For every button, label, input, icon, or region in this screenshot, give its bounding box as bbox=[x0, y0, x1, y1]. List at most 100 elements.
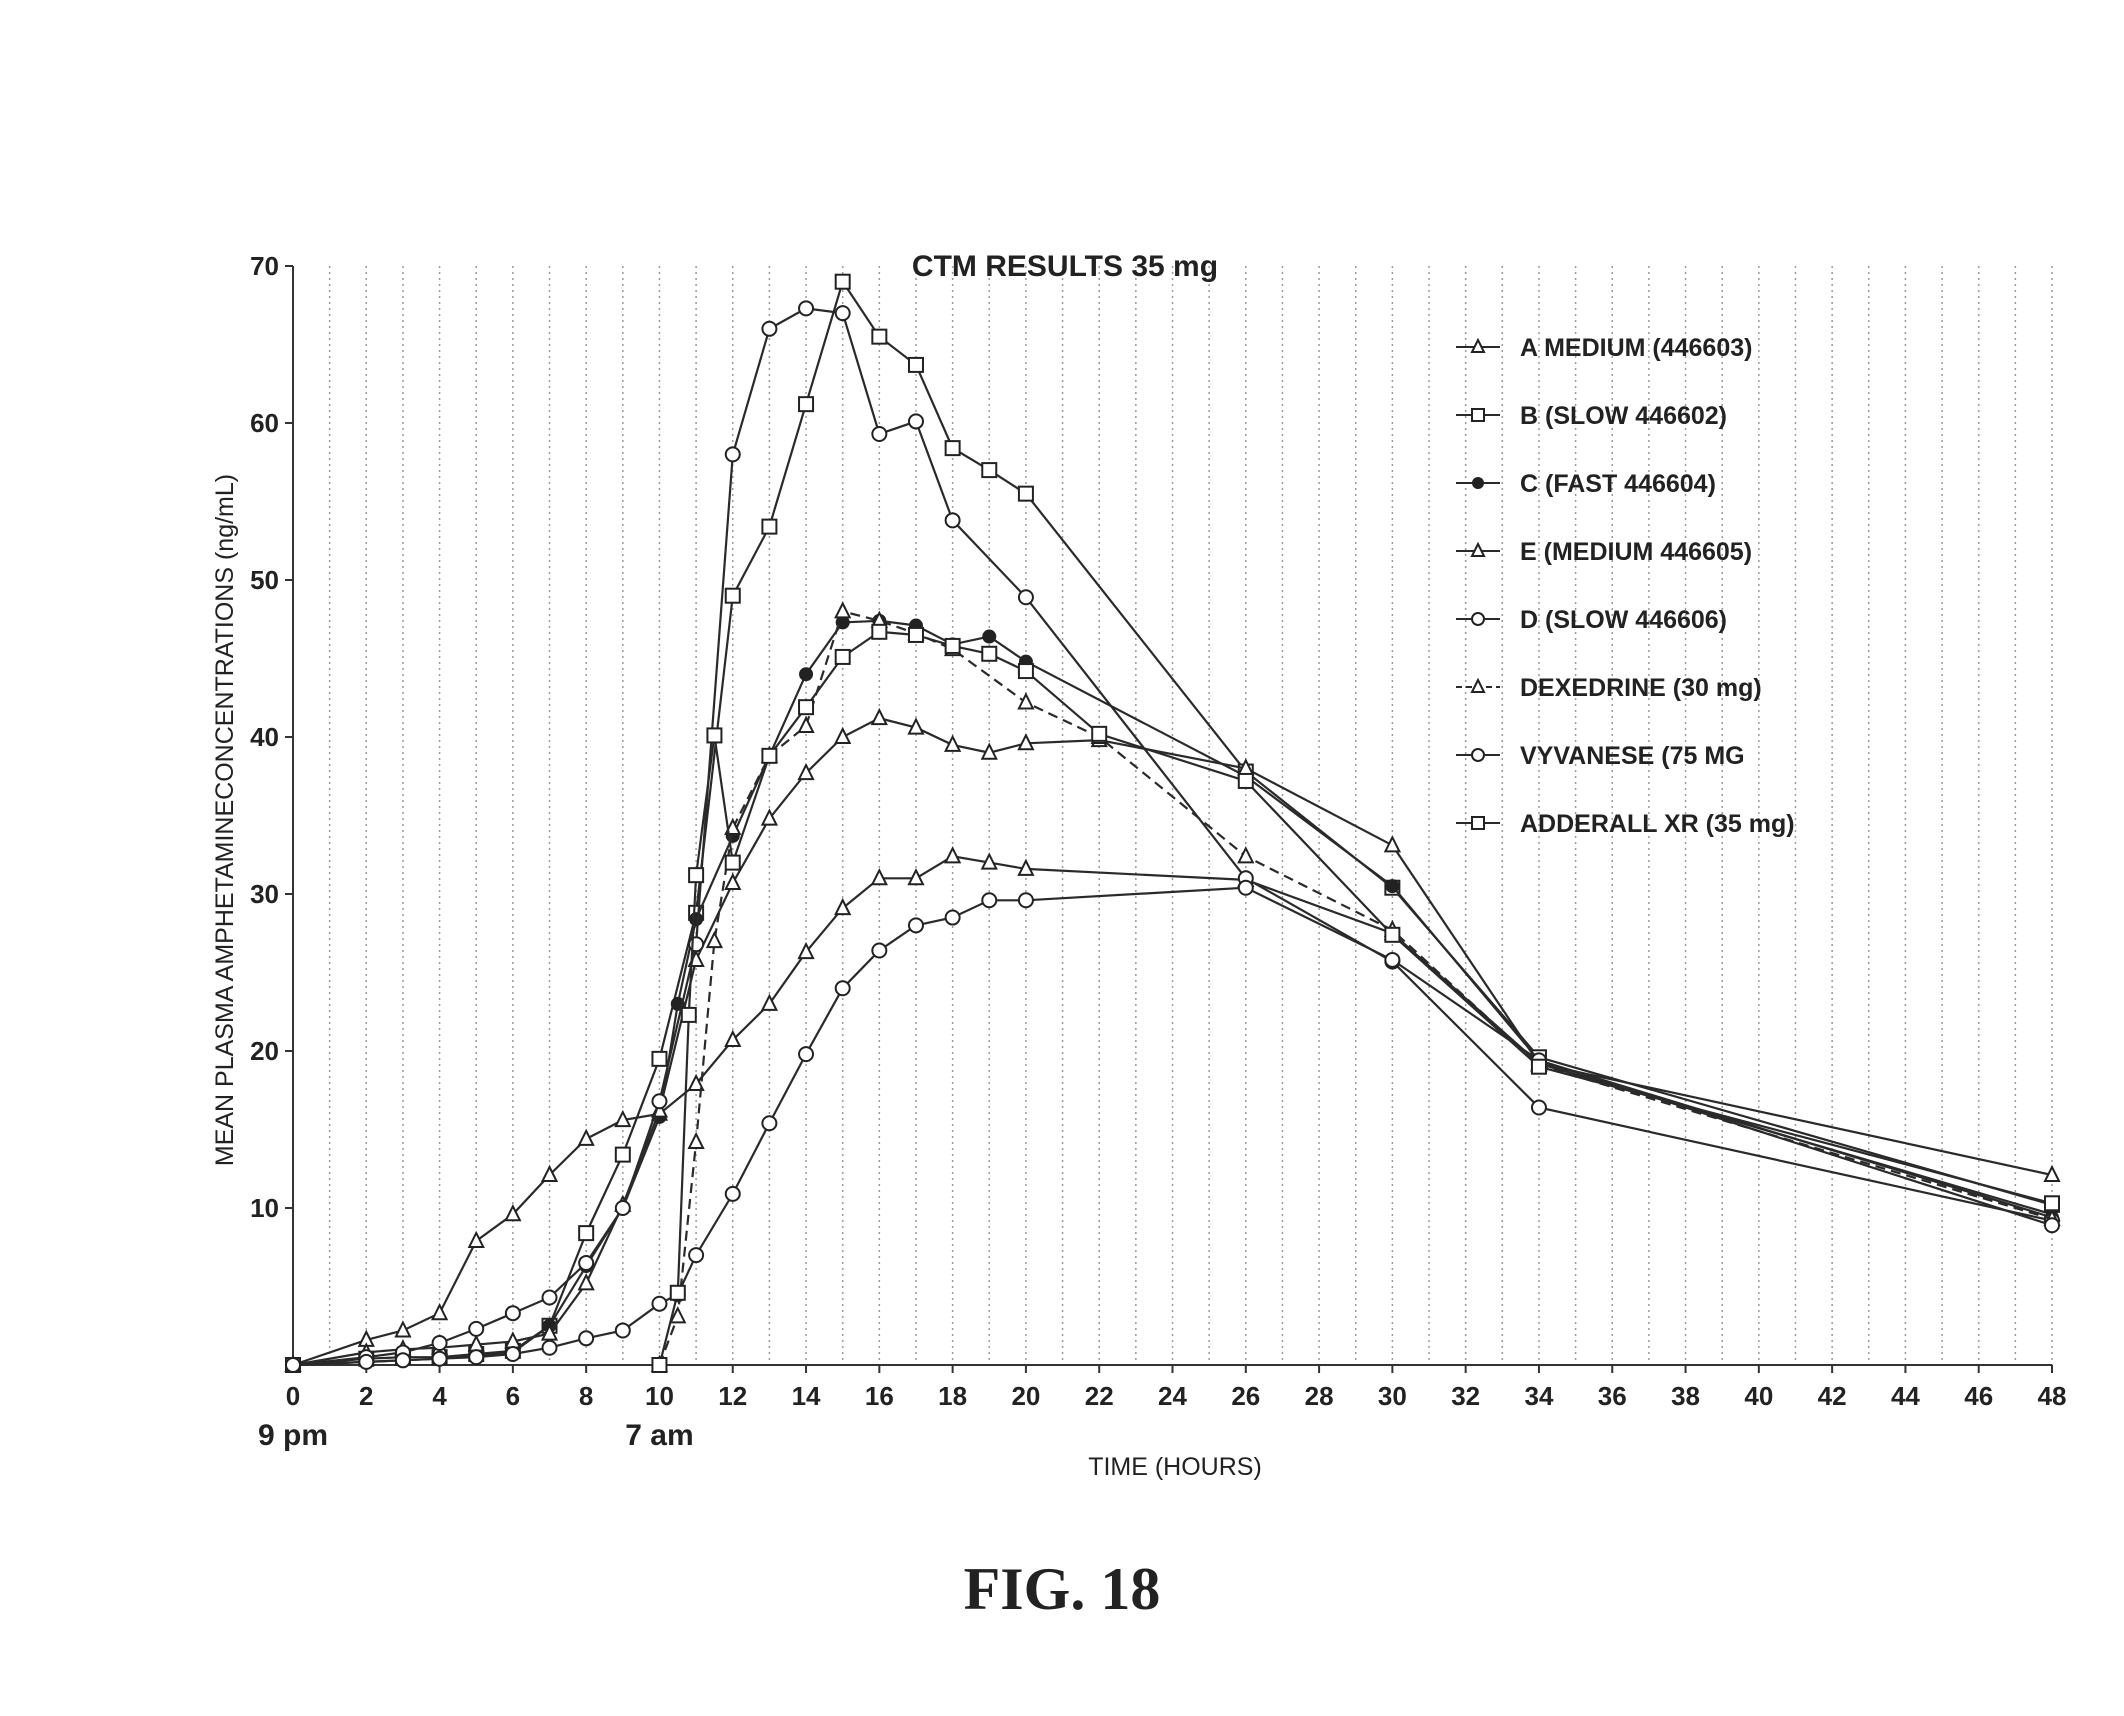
data-point-circle bbox=[1471, 748, 1485, 762]
data-point-triangle bbox=[834, 601, 852, 619]
axes bbox=[285, 265, 2053, 1373]
x-tick-label: 8 bbox=[579, 1381, 593, 1411]
data-point-circle bbox=[907, 917, 924, 934]
data-point-circle bbox=[541, 1339, 558, 1356]
data-point-circle bbox=[468, 1349, 485, 1366]
legend-label: D (SLOW 446606) bbox=[1520, 606, 1727, 634]
data-point-circle bbox=[578, 1330, 595, 1347]
x-tick-label: 38 bbox=[1671, 1381, 1700, 1411]
y-axis-label: MEAN PLASMA AMPHETAMINECONCENTRATIONS (n… bbox=[211, 474, 239, 1166]
data-point-triangle bbox=[834, 726, 852, 744]
data-point-square bbox=[669, 1284, 686, 1301]
y-tick-label: 50 bbox=[250, 565, 279, 595]
data-point-square bbox=[871, 623, 888, 640]
data-point-square bbox=[651, 1050, 668, 1067]
data-point-triangle bbox=[834, 897, 852, 916]
data-point-circle bbox=[871, 425, 888, 442]
data-point-square bbox=[1017, 663, 1034, 680]
x-tick-label: 2 bbox=[359, 1381, 373, 1411]
data-point-circle bbox=[431, 1350, 448, 1367]
data-point-circle bbox=[761, 1115, 778, 1132]
data-point-triangle bbox=[687, 1073, 705, 1091]
x-tick-label: 36 bbox=[1598, 1381, 1627, 1411]
data-point-circle bbox=[468, 1320, 485, 1337]
data-point-triangle bbox=[1470, 541, 1486, 557]
data-point-circle bbox=[504, 1305, 521, 1322]
x-tick-label: 46 bbox=[1964, 1381, 1993, 1411]
data-point-dot bbox=[689, 912, 704, 927]
x-tick-label: 40 bbox=[1744, 1381, 1773, 1411]
data-point-triangle bbox=[1383, 835, 1401, 853]
series-8 bbox=[651, 623, 2060, 1373]
data-point-square bbox=[834, 273, 851, 290]
data-point-circle bbox=[944, 512, 961, 529]
data-point-triangle bbox=[1017, 858, 1035, 876]
series-line bbox=[292, 855, 2053, 1367]
x-tick-label: 34 bbox=[1524, 1381, 1553, 1411]
data-point-square bbox=[1384, 926, 1401, 943]
data-point-square bbox=[871, 328, 888, 345]
data-point-square bbox=[680, 1006, 697, 1023]
chart-title: CTM RESULTS 35 mg bbox=[912, 250, 1218, 283]
x-tick-label: 18 bbox=[938, 1381, 967, 1411]
data-point-circle bbox=[798, 300, 815, 317]
data-point-circle bbox=[1530, 1099, 1547, 1116]
data-point-circle bbox=[688, 1247, 705, 1264]
data-point-square bbox=[2044, 1195, 2060, 1212]
legend-label: C (FAST 446604) bbox=[1520, 470, 1716, 498]
data-point-triangle bbox=[687, 1131, 705, 1150]
x-tick-label: 0 bbox=[286, 1381, 300, 1411]
legend-entry: DEXEDRINE (30 mg) bbox=[1456, 674, 1762, 702]
data-point-circle bbox=[981, 892, 998, 909]
data-point-triangle bbox=[394, 1320, 412, 1338]
x-tick-label: 4 bbox=[432, 1381, 447, 1411]
data-point-triangle bbox=[1470, 677, 1486, 693]
data-point-circle bbox=[1017, 589, 1034, 606]
data-point-circle bbox=[1017, 892, 1034, 909]
data-point-square bbox=[1017, 485, 1034, 502]
data-point-square bbox=[724, 854, 741, 871]
data-point-circle bbox=[1237, 879, 1254, 896]
data-point-circle bbox=[504, 1346, 521, 1363]
data-point-square bbox=[798, 396, 815, 413]
x-tick-label: 42 bbox=[1818, 1381, 1847, 1411]
data-point-circle bbox=[724, 446, 741, 463]
data-point-triangle bbox=[1017, 733, 1035, 751]
legend-label: B (SLOW 446602) bbox=[1520, 402, 1727, 430]
data-point-square bbox=[761, 518, 778, 535]
data-point-triangle bbox=[705, 930, 724, 949]
data-point-square bbox=[688, 867, 705, 884]
data-point-square bbox=[706, 727, 723, 744]
data-point-triangle bbox=[614, 1109, 632, 1128]
x-tick-label: 6 bbox=[506, 1381, 520, 1411]
x-tick-label: 44 bbox=[1891, 1381, 1920, 1411]
data-point-triangle bbox=[797, 762, 815, 781]
data-point-square bbox=[761, 747, 778, 764]
figure-caption: FIG. 18 bbox=[963, 1556, 1161, 1622]
data-point-circle bbox=[358, 1353, 375, 1370]
data-point-circle bbox=[2044, 1217, 2060, 1234]
x-tick-label: 16 bbox=[865, 1381, 894, 1411]
legend-entry: ADDERALL XR (35 mg) bbox=[1456, 810, 1795, 838]
data-point-dot bbox=[982, 629, 997, 644]
legend-label: ADDERALL XR (35 mg) bbox=[1520, 810, 1795, 838]
data-point-triangle bbox=[980, 852, 998, 870]
data-point-triangle bbox=[2043, 1164, 2061, 1183]
data-point-square bbox=[1471, 408, 1485, 422]
x-tick-label: 20 bbox=[1011, 1381, 1040, 1411]
data-point-circle bbox=[907, 413, 924, 430]
data-point-triangle bbox=[540, 1164, 559, 1183]
data-point-square bbox=[907, 626, 924, 643]
time-annotation: 7 am bbox=[625, 1419, 693, 1452]
legend-label: A MEDIUM (446603) bbox=[1520, 334, 1752, 362]
data-point-circle bbox=[431, 1335, 448, 1352]
data-point-square bbox=[724, 587, 741, 604]
legend-entry: B (SLOW 446602) bbox=[1456, 402, 1727, 430]
x-tick-label: 32 bbox=[1451, 1381, 1480, 1411]
data-point-circle bbox=[651, 1093, 668, 1110]
legend-entry: C (FAST 446604) bbox=[1456, 470, 1716, 498]
data-point-square bbox=[944, 440, 961, 457]
data-point-square bbox=[1530, 1058, 1547, 1075]
data-point-triangle bbox=[907, 868, 925, 886]
data-point-square bbox=[981, 645, 998, 662]
